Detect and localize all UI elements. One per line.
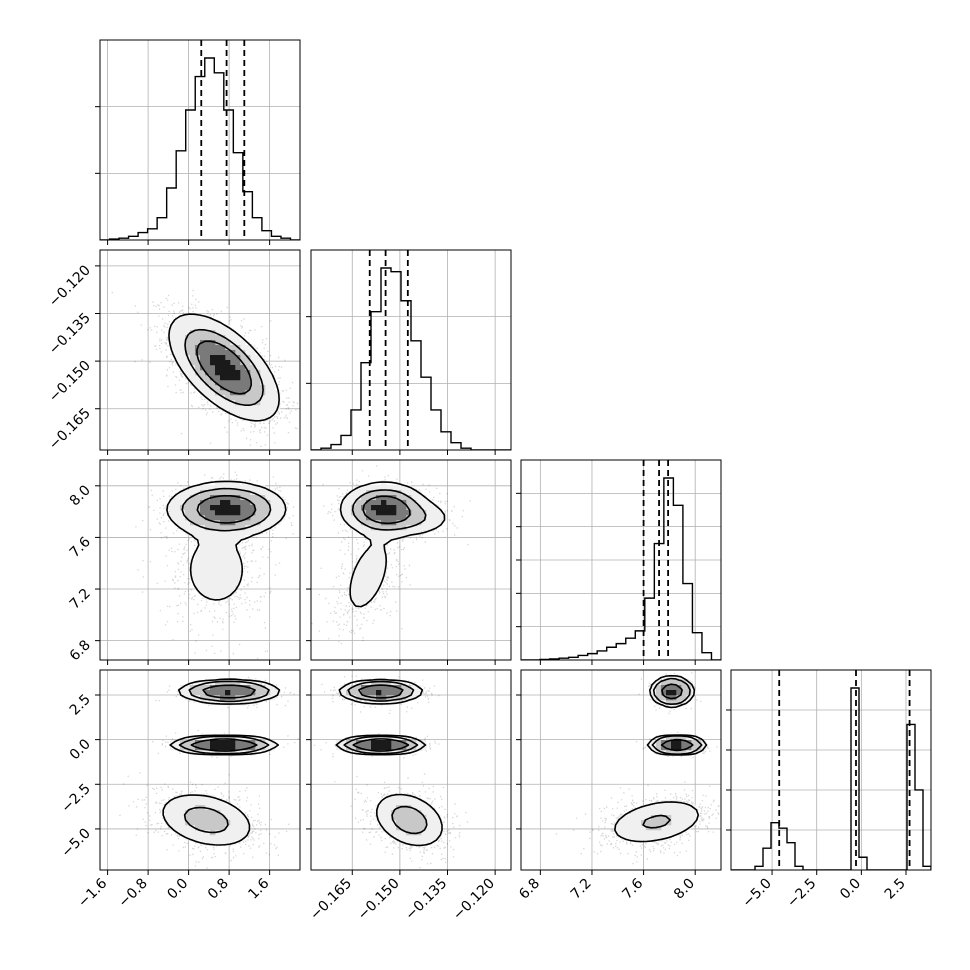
scatter-panel-1-2 [306,459,512,665]
density-fill [195,340,251,396]
x-tick-label: −0.8 [116,876,151,911]
x-tick-label: 2.5 [882,876,909,903]
y-tick-label: −0.120 [46,262,94,310]
histogram-step [731,687,931,870]
x-tick-label: −5.0 [740,876,775,911]
x-tick-label: 1.6 [245,875,272,902]
x-tick-label: −0.135 [402,876,450,924]
contour-line [335,678,443,847]
panel-frame [99,249,301,451]
x-tick-label: −0.120 [450,876,498,924]
x-tick-label: 7.2 [568,876,595,903]
histogram-panel-2 [516,459,722,665]
density-fill [341,480,447,606]
x-tick-label: 0.0 [837,876,864,903]
histogram-panel-3 [726,669,932,875]
contour-line [178,680,270,834]
y-tick-label: 6.8 [67,637,94,664]
density-fill [200,495,256,526]
x-tick-label: −0.150 [355,876,403,924]
x-tick-label: −1.6 [75,875,110,910]
density-fill [336,680,442,846]
contour-line [181,487,272,532]
density-fill [210,500,241,516]
histogram-panel-1 [306,249,512,455]
panel-frame [310,669,512,871]
panel-frame [99,459,301,661]
panel-frame [520,459,722,661]
contour-line [660,683,694,752]
histogram-step [311,267,511,450]
contour-line [362,495,411,525]
y-tick-label: −2.5 [58,781,93,816]
y-tick-label: 0.0 [67,736,94,763]
scatter-panel-0-2 [95,459,301,665]
panel-frame [730,669,932,871]
scatter-panel-2-3 [516,669,722,875]
y-tick-label: 8.0 [67,482,94,509]
panel-frame [99,669,301,871]
density-fill [371,690,392,751]
contour-line [196,340,253,395]
y-tick-label: −0.135 [46,310,94,358]
x-tick-label: 7.6 [619,875,646,902]
density-fill [346,680,427,836]
x-tick-label: 0.0 [164,876,191,903]
density-fill [616,675,707,841]
y-tick-label: 7.6 [67,534,94,561]
contour-line [614,674,708,843]
x-tick-label: 0.8 [205,876,232,903]
density-fill [180,680,271,836]
density-fill [371,500,397,516]
contour-line [190,684,258,752]
density-fill [666,690,682,751]
contour-line [162,678,281,846]
contour-line [184,328,264,406]
density-fill [210,355,241,381]
x-tick-label: −2.5 [784,876,819,911]
density-fill [165,480,286,601]
y-tick-label: −0.165 [46,405,94,453]
scatter-points [119,676,300,869]
y-tick-label: −0.150 [46,358,94,406]
density-fill [210,690,236,751]
x-tick-label: −0.165 [307,876,355,924]
density-fill [361,495,412,526]
panel-frame [310,249,512,451]
contour-line [196,494,257,524]
y-tick-label: 7.2 [67,586,94,613]
scatter-panel-0-1 [95,249,301,455]
contour-line [343,680,428,835]
scatter-panel-0-3 [95,669,301,875]
panel-frame [310,459,512,661]
y-tick-label: 2.5 [67,692,94,719]
x-tick-label: 8.0 [671,876,698,903]
histogram-step [521,477,721,660]
contour-line [351,489,427,531]
scatter-panel-1-3 [306,669,512,875]
histogram-step [100,57,300,240]
contour-line [352,684,410,752]
contour-line [166,480,287,601]
contour-line [168,313,280,422]
panel-frame [99,39,301,241]
y-tick-label: −5.0 [58,825,93,860]
panel-frame [520,669,722,871]
contour-line [339,481,446,608]
histogram-panel-0 [95,39,301,245]
density-fill [165,680,281,846]
x-tick-label: 6.8 [516,876,543,903]
contour-line [642,677,703,829]
